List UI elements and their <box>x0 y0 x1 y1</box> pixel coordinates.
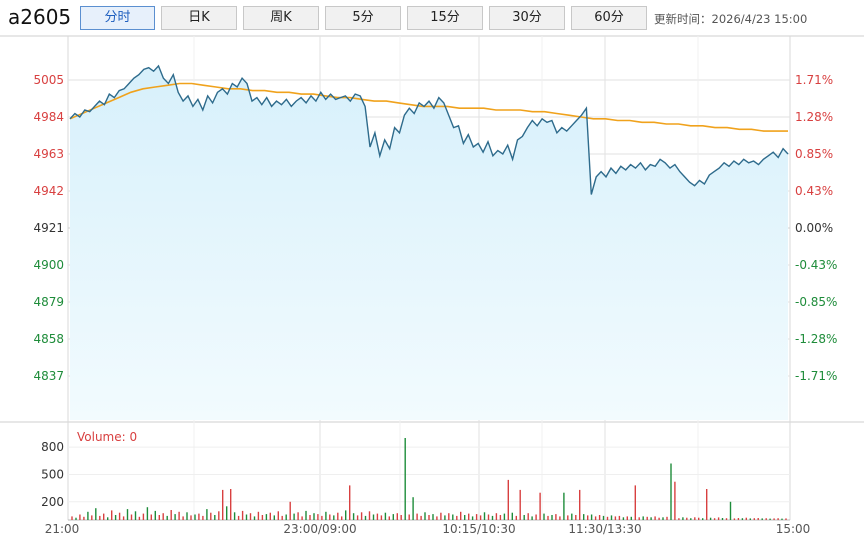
price-axis-labels: 5005 4984 4963 4942 4921 4900 4879 4858 4837 <box>33 73 64 383</box>
percent-tick-label: 0.85% <box>795 147 833 161</box>
volume-tick-label: 200 <box>41 495 64 509</box>
tab-intraday[interactable]: 分时 <box>80 6 155 30</box>
time-tick-label: 15:00 <box>776 522 811 535</box>
percent-axis-labels: 1.71% 1.28% 0.85% 0.43% 0.00% -0.43% -0.85% -1.… <box>795 73 837 383</box>
symbol-title: a2605 <box>8 5 72 29</box>
price-line <box>69 64 789 195</box>
price-tick-label: 4963 <box>33 147 64 161</box>
tab-30min[interactable]: 30分 <box>489 6 565 30</box>
volume-tick-label: 500 <box>41 467 64 481</box>
average-price-line <box>69 82 788 132</box>
price-area-fill <box>70 65 788 421</box>
volume-axis-labels: 800 500 200 <box>41 440 64 509</box>
tab-daily-k[interactable]: 日K <box>161 6 237 30</box>
price-tick-label: 4942 <box>33 184 64 198</box>
percent-tick-label: -1.71% <box>795 369 837 383</box>
tab-60min[interactable]: 60分 <box>571 6 647 30</box>
price-tick-label: 4984 <box>33 110 64 124</box>
percent-tick-label: -0.43% <box>795 258 837 272</box>
percent-tick-label: 0.43% <box>795 184 833 198</box>
time-tick-label: 10:15/10:30 <box>442 522 515 535</box>
time-tick-label: 11:30/13:30 <box>568 522 641 535</box>
volume-label: Volume: 0 <box>77 430 137 444</box>
tab-weekly-k[interactable]: 周K <box>243 6 319 30</box>
time-tick-label: 21:00 <box>45 522 80 535</box>
price-tick-label: 4837 <box>33 369 64 383</box>
period-tabs: 分时 日K 周K 5分 15分 30分 60分 <box>80 6 647 30</box>
volume-bars <box>71 438 787 520</box>
update-time: 更新时间：2026/4/23 15:00 <box>654 11 807 27</box>
price-tick-label: 5005 <box>33 73 64 87</box>
update-time-label: 更新时间： <box>654 12 712 26</box>
percent-tick-label: 0.00% <box>795 221 833 235</box>
toolbar: a2605 分时 日K 周K 5分 15分 30分 60分 更新时间：2026/… <box>0 0 864 36</box>
percent-tick-label: -0.85% <box>795 295 837 309</box>
percent-tick-label: 1.28% <box>795 110 833 124</box>
percent-tick-label: 1.71% <box>795 73 833 87</box>
percent-tick-label: -1.28% <box>795 332 837 346</box>
tab-15min[interactable]: 15分 <box>407 6 483 30</box>
tab-5min[interactable]: 5分 <box>325 6 401 30</box>
update-time-value: 2026/4/23 15:00 <box>711 12 808 26</box>
price-tick-label: 4921 <box>33 221 64 235</box>
volume-tick-label: 800 <box>41 440 64 454</box>
price-tick-label: 4858 <box>33 332 64 346</box>
price-tick-label: 4900 <box>33 258 64 272</box>
price-tick-label: 4879 <box>33 295 64 309</box>
time-tick-label: 23:00/09:00 <box>283 522 356 535</box>
time-axis-labels: 21:00 23:00/09:00 10:15/10:30 11:30/13:30 15… <box>45 522 811 535</box>
